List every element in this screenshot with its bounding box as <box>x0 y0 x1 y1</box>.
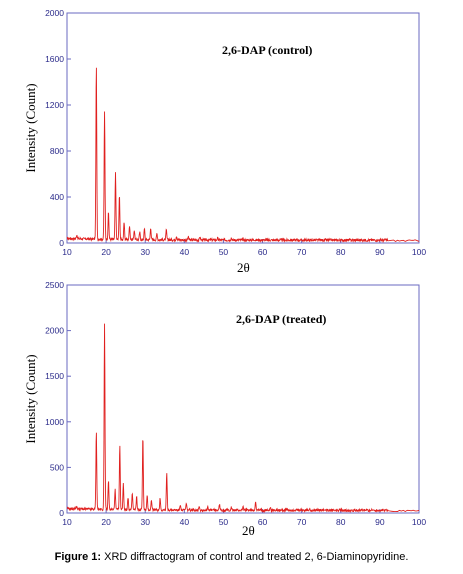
x-tick-label: 90 <box>375 247 385 257</box>
y-tick-label: 800 <box>50 146 64 156</box>
y-tick-label: 2500 <box>45 280 64 290</box>
x-tick-label: 30 <box>140 517 150 527</box>
xrd-trace-control <box>66 67 420 243</box>
x-tick-label: 10 <box>62 247 72 257</box>
y-tick-label: 1600 <box>45 54 64 64</box>
y-axis-label-control: Intensity (Count) <box>23 83 38 172</box>
y-tick-label: 0 <box>59 238 64 248</box>
plot-frame-treated <box>66 284 420 514</box>
x-tick-label: 20 <box>101 517 111 527</box>
x-tick-label: 80 <box>336 517 346 527</box>
x-tick-label: 50 <box>219 247 229 257</box>
y-tick-label: 1500 <box>45 371 64 381</box>
x-tick-labels-control: 10 20 30 40 50 60 70 80 90 100 <box>62 247 426 257</box>
y-axis-label-treated: Intensity (Count) <box>23 354 38 443</box>
y-tick-label: 1000 <box>45 417 64 427</box>
caption-label: Figure 1: <box>54 551 102 563</box>
y-tick-label: 1200 <box>45 100 64 110</box>
plot-frame-control <box>66 12 420 244</box>
y-tick-label: 2000 <box>45 326 64 336</box>
x-axis-label-treated: 2θ <box>242 523 255 538</box>
x-axis-label-control: 2θ <box>237 260 250 275</box>
x-tick-label: 30 <box>140 247 150 257</box>
x-tick-label: 10 <box>62 517 72 527</box>
x-tick-label: 20 <box>101 247 111 257</box>
x-tick-label: 60 <box>258 247 268 257</box>
x-tick-label: 40 <box>180 517 190 527</box>
y-tick-label: 500 <box>50 462 64 472</box>
caption-text: XRD diffractogram of control and treated… <box>104 551 409 563</box>
x-tick-label: 70 <box>297 247 307 257</box>
y-tick-labels-treated: 0 500 1000 1500 2000 2500 <box>45 280 64 518</box>
x-tick-label: 60 <box>258 517 268 527</box>
x-tick-label: 100 <box>412 247 426 257</box>
x-tick-label: 90 <box>375 517 385 527</box>
x-tick-labels-treated: 10 20 30 40 50 60 70 80 90 100 <box>62 517 426 527</box>
xrd-trace-treated <box>66 323 420 514</box>
x-tick-label: 40 <box>180 247 190 257</box>
chart-title-control: 2,6-DAP (control) <box>222 43 312 57</box>
x-tick-label: 70 <box>297 517 307 527</box>
y-tick-label: 2000 <box>45 8 64 18</box>
x-tick-label: 100 <box>412 517 426 527</box>
chart-title-treated: 2,6-DAP (treated) <box>236 312 326 326</box>
figure-caption: Figure 1: XRD diffractogram of control a… <box>0 551 463 563</box>
x-tick-label: 50 <box>219 517 229 527</box>
y-tick-label: 0 <box>59 508 64 518</box>
x-tick-label: 80 <box>336 247 346 257</box>
y-tick-labels-control: 0 400 800 1200 1600 2000 <box>45 8 64 248</box>
y-tick-label: 400 <box>50 192 64 202</box>
